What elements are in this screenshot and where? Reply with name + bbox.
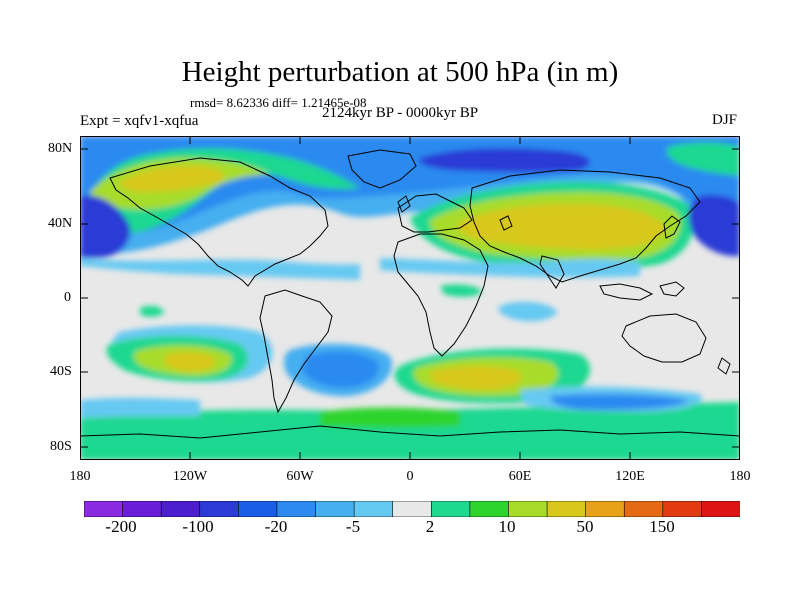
lat-label-40s: 40S [50, 364, 72, 379]
lon-label-120e: 120E [615, 469, 645, 484]
plot-title: Height perturbation at 500 hPa (in m) [181, 56, 619, 88]
lon-label-60w: 60W [286, 469, 314, 484]
colorbar-label-5: 2 [425, 517, 435, 536]
colorbar-cell [701, 501, 740, 517]
colorbar-cell [508, 501, 548, 517]
lat-label-40n: 40N [48, 216, 73, 231]
colorbar-cell [122, 501, 162, 517]
colorbar-label-6: 10 [498, 517, 516, 536]
lon-label-60e: 60E [508, 469, 532, 484]
colorbar-cell [585, 501, 625, 517]
colorbar-cell [623, 501, 664, 517]
season-label: DJF [712, 112, 738, 128]
world-map [80, 136, 740, 460]
lat-label-0: 0 [64, 290, 71, 305]
colorbar-cell [353, 501, 394, 517]
coastlines [80, 149, 740, 439]
colorbar-cell [392, 501, 432, 517]
colorbar-label-1: -200 [105, 517, 137, 536]
lon-label-120w: 120W [172, 469, 208, 484]
colorbar-cell [238, 501, 278, 517]
colorbar-label-8: 150 [649, 517, 675, 536]
colorbar-cell [430, 501, 471, 517]
colorbar-cell [199, 501, 239, 517]
colorbar-cell [546, 501, 587, 517]
lat-label-80s: 80S [50, 439, 72, 454]
lat-label-80n: 80N [48, 141, 73, 156]
period-label: 2124kyr BP - 0000kyr BP [322, 105, 479, 121]
rmsd-diff-stats: rmsd= 8.62336 diff= 1.21465e-08 [190, 95, 367, 110]
colorbar-cell [315, 501, 355, 517]
colorbar [84, 501, 740, 517]
colorbar-label-3: -20 [264, 517, 288, 536]
lon-label-180e: 180 [729, 469, 751, 484]
colorbar-cell [84, 501, 124, 517]
colorbar-cell [276, 501, 317, 517]
height-anomaly-field [80, 136, 740, 460]
experiment-label: Expt = xqfv1-xqfua [80, 113, 199, 129]
colorbar-label-7: 50 [576, 517, 594, 536]
colorbar-label-4: -5 [345, 517, 361, 536]
lon-label-180w: 180 [69, 469, 91, 484]
lon-label-0: 0 [406, 469, 414, 484]
colorbar-cell [469, 501, 510, 517]
colorbar-cell [662, 501, 703, 517]
axis-ticks [80, 136, 740, 460]
colorbar-label-2: -100 [182, 517, 214, 536]
colorbar-cell [160, 501, 201, 517]
